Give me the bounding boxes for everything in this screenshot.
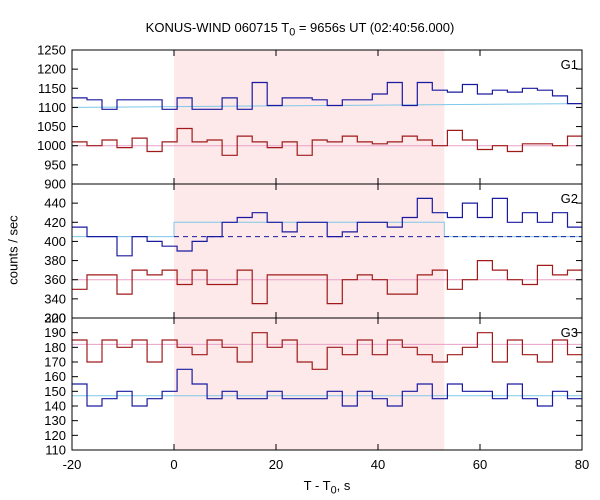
panel-label: G1 bbox=[561, 57, 578, 72]
panel-g1: 900 950 1000 1050 1100 1150 1200 1250 G1 bbox=[37, 43, 583, 192]
y-tick-label: 170 bbox=[44, 355, 66, 370]
x-tick-label: 40 bbox=[371, 457, 385, 472]
bright-channel-curve bbox=[72, 368, 582, 407]
y-tick-label: 1200 bbox=[37, 62, 66, 77]
y-tick-label: 160 bbox=[44, 369, 66, 384]
y-tick-label: 420 bbox=[44, 215, 66, 230]
y-tick-label: 120 bbox=[44, 428, 66, 443]
y-tick-label: 140 bbox=[44, 399, 66, 414]
x-axis-label: T - T0, s bbox=[303, 478, 351, 497]
y-tick-label: 320 bbox=[44, 311, 66, 326]
y-tick-label: 400 bbox=[44, 234, 66, 249]
y-tick-label: 190 bbox=[44, 325, 66, 340]
y-tick-label: 1150 bbox=[38, 81, 66, 96]
shaded-interval bbox=[174, 50, 445, 450]
y-tick-label: 340 bbox=[44, 291, 66, 306]
y-tick-label: 180 bbox=[44, 340, 66, 355]
panel-label: G2 bbox=[561, 191, 578, 206]
y-tick-label: 1050 bbox=[37, 119, 66, 134]
y-tick-label: 950 bbox=[44, 157, 66, 172]
y-tick-label: 380 bbox=[44, 253, 66, 268]
panel-frame bbox=[71, 317, 583, 451]
y-tick-label: 200 bbox=[44, 311, 66, 326]
bright-channel-curve bbox=[72, 197, 582, 257]
y-tick-label: 900 bbox=[44, 177, 66, 192]
x-tick-label: 60 bbox=[473, 457, 487, 472]
x-tick-label: 0 bbox=[170, 457, 177, 472]
y-tick-label: 360 bbox=[44, 272, 66, 287]
panel-g2: 320 340 360 380 400 420 440 G2 bbox=[44, 183, 583, 326]
chart-title: KONUS-WIND 060715 T0 = 9656s UT (02:40:5… bbox=[145, 20, 455, 39]
soft-channel-curve bbox=[72, 127, 582, 156]
y-tick-label: 1000 bbox=[37, 138, 66, 153]
soft-channel-curve bbox=[72, 332, 582, 370]
x-tick-label: -20 bbox=[63, 457, 82, 472]
y-tick-label: 1100 bbox=[38, 100, 66, 115]
y-tick-label: 150 bbox=[44, 384, 66, 399]
bright-channel-curve bbox=[72, 81, 582, 110]
x-tick-label: 80 bbox=[575, 457, 589, 472]
y-tick-label: 1250 bbox=[37, 43, 66, 58]
y-tick-label: 440 bbox=[44, 196, 66, 211]
y-tick-label: 130 bbox=[44, 413, 66, 428]
y-tick-label: 110 bbox=[45, 443, 66, 458]
panel-label: G3 bbox=[561, 325, 578, 340]
x-tick-label: 20 bbox=[269, 457, 283, 472]
soft-channel-curve bbox=[72, 260, 582, 305]
